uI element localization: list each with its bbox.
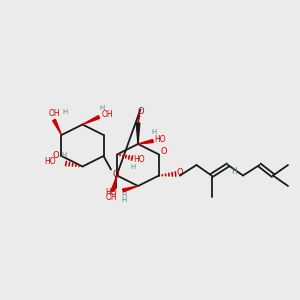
Text: H: H [122, 196, 127, 202]
Polygon shape [138, 140, 153, 144]
Text: OH: OH [106, 193, 117, 202]
Polygon shape [123, 186, 138, 192]
Text: H: H [121, 192, 126, 198]
Text: O: O [177, 168, 183, 177]
Polygon shape [53, 119, 62, 135]
Text: H: H [152, 129, 157, 135]
Text: OH: OH [49, 109, 61, 118]
Text: O: O [53, 152, 59, 160]
Text: HO: HO [105, 188, 116, 197]
Text: O: O [137, 107, 144, 116]
Text: O: O [112, 170, 119, 179]
Text: HO: HO [154, 135, 165, 144]
Text: HO: HO [44, 158, 56, 166]
Text: HO: HO [133, 155, 144, 164]
Polygon shape [111, 176, 117, 191]
Polygon shape [136, 123, 140, 144]
Polygon shape [82, 116, 100, 124]
Text: H: H [62, 110, 68, 116]
Text: H: H [232, 167, 238, 176]
Text: H: H [61, 152, 67, 158]
Text: OH: OH [101, 110, 113, 119]
Text: H: H [99, 105, 105, 111]
Text: H: H [130, 164, 135, 170]
Text: O: O [160, 147, 167, 156]
